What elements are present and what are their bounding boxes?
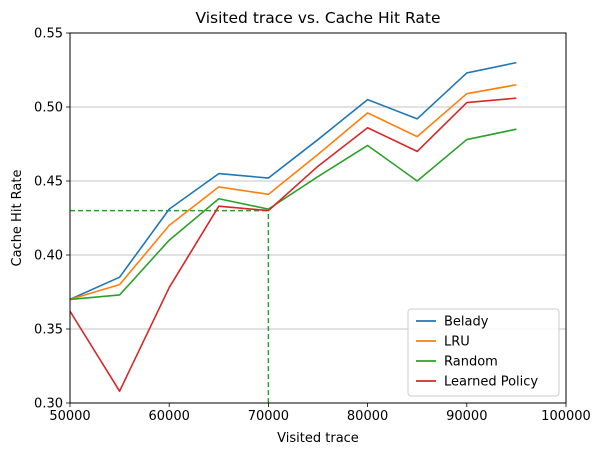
x-tick-label: 50000 [49,409,90,424]
x-axis-label: Visited trace [277,431,359,446]
chart-title: Visited trace vs. Cache Hit Rate [195,9,440,27]
legend-label: LRU [444,335,470,350]
series-line-belady [69,61,517,301]
y-tick-label: 0.40 [34,249,63,264]
legend: Belady LRU Random Learned Policy [407,308,560,397]
legend-label: Belady [444,315,489,330]
x-tick-label: 60000 [149,409,190,424]
series-lines [69,61,517,392]
series-line-learned-policy [69,97,517,392]
y-axis-label: Cache Hit Rate [10,170,25,267]
y-tick-label: 0.35 [34,323,63,338]
y-tick-label: 0.50 [34,101,63,116]
x-tick-label: 100000 [541,409,591,424]
legend-box [407,308,560,397]
reference-lines [70,209,270,403]
x-tick-label: 90000 [446,409,487,424]
y-tick-label: 0.55 [34,27,63,42]
legend-label: Random [444,355,498,370]
y-axis-ticks: 0.30 0.35 0.40 0.45 0.50 0.55 [34,27,70,412]
plot-frame [69,32,567,404]
y-tick-label: 0.45 [34,175,63,190]
y-tick-label: 0.30 [34,397,63,412]
series-line-lru [69,84,517,301]
x-tick-label: 80000 [347,409,388,424]
x-axis-ticks: 50000 60000 70000 80000 90000 100000 [49,403,591,424]
x-tick-label: 70000 [248,409,289,424]
series-line-random [69,128,517,301]
legend-label: Learned Policy [444,375,538,390]
